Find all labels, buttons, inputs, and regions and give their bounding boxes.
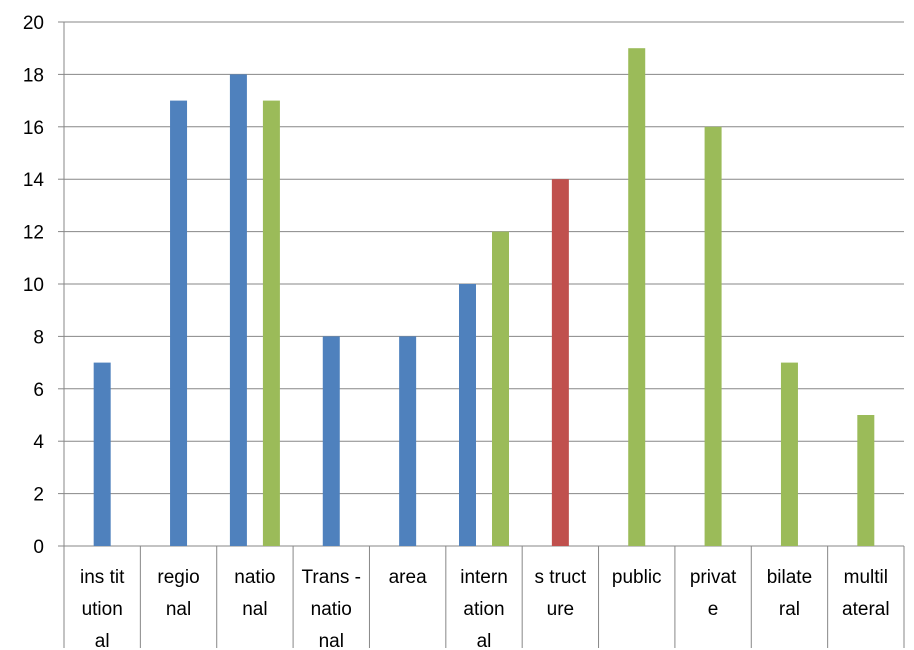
y-tick-label: 0 <box>33 537 44 558</box>
x-category-label: natio <box>234 567 275 588</box>
x-category-label: intern <box>460 567 508 588</box>
bar <box>704 126 722 547</box>
y-tick-label: 8 <box>33 327 44 348</box>
labels: 0 2 4 6 8 10 12 14 16 18 20 ins tit ution al regio nal n… <box>23 13 890 650</box>
x-category-label: privat <box>690 567 737 588</box>
bars <box>93 48 875 547</box>
bar <box>262 100 280 546</box>
gridlines <box>64 21 904 495</box>
y-tick-label: 20 <box>23 13 44 34</box>
bar <box>628 48 646 546</box>
bar <box>551 179 569 546</box>
x-category-label: nal <box>166 599 191 620</box>
bar <box>780 362 798 546</box>
x-category-label: regio <box>157 567 199 588</box>
x-category-label: ation <box>463 599 504 620</box>
x-category-label: ins tit <box>80 567 125 588</box>
y-tick-label: 10 <box>23 275 44 296</box>
x-category-label: natio <box>311 599 352 620</box>
bar <box>492 231 509 546</box>
bar <box>459 284 476 546</box>
bar <box>322 336 340 546</box>
y-tick-label: 2 <box>33 485 44 506</box>
bar <box>857 415 875 546</box>
y-tick-label: 14 <box>23 170 45 191</box>
x-category-label: bilate <box>767 567 812 588</box>
x-category-label: area <box>389 567 427 588</box>
axes <box>58 21 905 648</box>
bar <box>229 74 247 547</box>
x-category-label: nal <box>242 599 267 620</box>
x-category-label: Trans - <box>302 567 361 588</box>
x-category-label: public <box>612 567 662 588</box>
y-tick-label: 6 <box>33 380 44 401</box>
x-category-label: e <box>708 599 719 620</box>
x-category-label: ral <box>779 599 800 620</box>
y-tick-label: 16 <box>23 118 44 139</box>
y-tick-label: 4 <box>33 432 44 453</box>
bar <box>170 100 188 546</box>
y-tick-label: 18 <box>23 65 44 86</box>
x-category-label: s truct <box>534 567 586 588</box>
x-category-label: ateral <box>842 599 890 620</box>
x-category-label: multil <box>844 567 888 588</box>
bar <box>399 336 417 546</box>
x-category-label: al <box>477 631 492 650</box>
x-category-label: al <box>95 631 110 650</box>
bar <box>93 362 111 546</box>
y-tick-label: 12 <box>23 223 44 244</box>
x-category-label: ution <box>82 599 123 620</box>
x-category-label: ure <box>547 599 574 620</box>
x-category-label: nal <box>319 631 344 650</box>
